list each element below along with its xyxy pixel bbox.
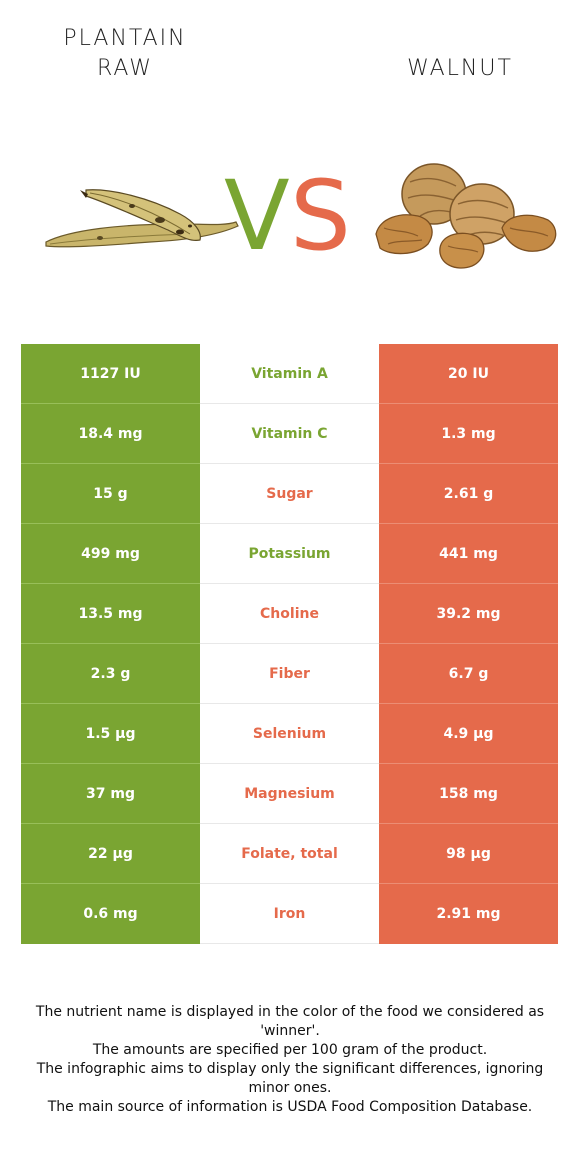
footnote-line: The amounts are specified per 100 gram o… xyxy=(92,1042,488,1058)
footnote-line: The nutrient name is displayed in the co… xyxy=(35,1004,545,1039)
footnote-line: The infographic aims to display only the… xyxy=(36,1061,544,1096)
nutrient-name-cell: Selenium xyxy=(200,704,379,764)
table-row: 15 g Sugar 2.61 g xyxy=(21,464,558,524)
table-row: 13.5 mg Choline 39.2 mg xyxy=(21,584,558,644)
left-value-cell: 13.5 mg xyxy=(21,584,200,644)
table-row: 37 mg Magnesium 158 mg xyxy=(21,764,558,824)
right-value-cell: 39.2 mg xyxy=(379,584,558,644)
nutrient-name-cell: Choline xyxy=(200,584,379,644)
nutrient-name-cell: Fiber xyxy=(200,644,379,704)
left-value-cell: 1.5 µg xyxy=(21,704,200,764)
table-row: 499 mg Potassium 441 mg xyxy=(21,524,558,584)
left-value-cell: 22 µg xyxy=(21,824,200,884)
walnut-image xyxy=(375,163,557,269)
nutrient-name-cell: Sugar xyxy=(200,464,379,524)
table-row: 18.4 mg Vitamin C 1.3 mg xyxy=(21,404,558,464)
table-row: 0.6 mg Iron 2.91 mg xyxy=(21,884,558,944)
table-row: 1127 IU Vitamin A 20 IU xyxy=(21,344,558,404)
left-value-cell: 2.3 g xyxy=(21,644,200,704)
right-value-cell: 1.3 mg xyxy=(379,404,558,464)
nutrient-name-cell: Potassium xyxy=(200,524,379,584)
right-value-cell: 4.9 µg xyxy=(379,704,558,764)
left-value-cell: 499 mg xyxy=(21,524,200,584)
vs-letter-s: S xyxy=(290,160,351,272)
right-value-cell: 441 mg xyxy=(379,524,558,584)
left-food-name-line1: PLANTAIN xyxy=(63,26,187,51)
table-row: 2.3 g Fiber 6.7 g xyxy=(21,644,558,704)
left-value-cell: 18.4 mg xyxy=(21,404,200,464)
footnote: The nutrient name is displayed in the co… xyxy=(18,1003,562,1117)
left-value-cell: 1127 IU xyxy=(21,344,200,404)
vs-letter-v: V xyxy=(224,160,290,272)
right-value-cell: 158 mg xyxy=(379,764,558,824)
right-value-cell: 6.7 g xyxy=(379,644,558,704)
left-food-name-line2: RAW xyxy=(97,56,153,81)
nutrient-name-cell: Vitamin A xyxy=(200,344,379,404)
plantain-image xyxy=(45,189,239,248)
left-value-cell: 15 g xyxy=(21,464,200,524)
right-value-cell: 2.61 g xyxy=(379,464,558,524)
table-row: 1.5 µg Selenium 4.9 µg xyxy=(21,704,558,764)
right-value-cell: 98 µg xyxy=(379,824,558,884)
nutrient-comparison-table: 1127 IU Vitamin A 20 IU 18.4 mg Vitamin C 1.3… xyxy=(21,344,558,944)
left-value-cell: 0.6 mg xyxy=(21,884,200,944)
nutrient-name-cell: Magnesium xyxy=(200,764,379,824)
right-food-title: WALNUT xyxy=(407,56,513,81)
nutrient-name-cell: Folate, total xyxy=(200,824,379,884)
nutrient-name-cell: Iron xyxy=(200,884,379,944)
right-value-cell: 20 IU xyxy=(379,344,558,404)
nutrient-name-cell: Vitamin C xyxy=(200,404,379,464)
footnote-line: The main source of information is USDA F… xyxy=(47,1099,533,1115)
right-value-cell: 2.91 mg xyxy=(379,884,558,944)
table-row: 22 µg Folate, total 98 µg xyxy=(21,824,558,884)
left-food-title: PLANTAIN RAW xyxy=(20,24,230,84)
left-value-cell: 37 mg xyxy=(21,764,200,824)
